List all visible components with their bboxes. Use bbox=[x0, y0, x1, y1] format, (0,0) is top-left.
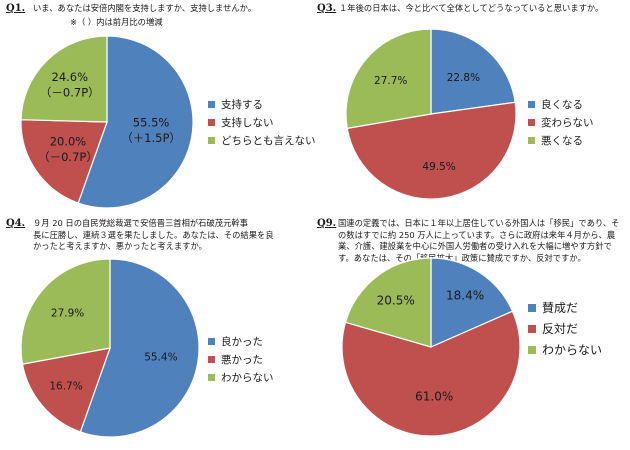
panel-q9: Q9. 国連の定義では、日本に１年以上居住している外国人は「移民」であり、そ の… bbox=[315, 215, 630, 450]
legend-item: わからない bbox=[528, 339, 602, 360]
pie-slice bbox=[20, 119, 108, 204]
legend-label: 賛成だ bbox=[542, 301, 579, 315]
question-text: １年後の日本は、今と比べて全体としてどうなっていると思いますか。 bbox=[339, 3, 629, 15]
slice-label: 55.4% bbox=[144, 352, 177, 364]
slice-label: 55.5%（＋1.5P） bbox=[121, 116, 181, 146]
pie-chart: 55.5%（＋1.5P） 20.0%（－0.7P） 24.6%（－0.7P） bbox=[20, 35, 194, 209]
question-number: Q4. bbox=[6, 218, 26, 229]
pie-slice bbox=[344, 257, 432, 348]
legend-label: 良かった bbox=[221, 335, 263, 348]
panel-q4: Q4. ９月 20 日の自民党総裁選で安倍晋三首相が石破茂元幹事 長に圧勝し、連… bbox=[0, 215, 315, 450]
legend-item: 賛成だ bbox=[528, 297, 602, 318]
legend-label: 変わらない bbox=[541, 116, 594, 129]
legend-item: 変わらない bbox=[528, 113, 594, 131]
legend-label: 支持する bbox=[221, 98, 263, 111]
legend-swatch bbox=[528, 324, 536, 333]
legend-item: どちらとも言えない bbox=[208, 131, 316, 149]
slice-change-label: （－0.7P） bbox=[38, 150, 98, 164]
legend-swatch bbox=[208, 100, 215, 108]
legend: 支持する支持しないどちらとも言えない bbox=[208, 95, 316, 149]
pie-slice bbox=[430, 257, 514, 348]
pie-slice bbox=[345, 28, 432, 130]
legend-label: わからない bbox=[221, 371, 274, 384]
legend-swatch bbox=[208, 337, 215, 345]
legend-swatch bbox=[528, 136, 535, 144]
legend-item: 良くなる bbox=[528, 95, 594, 113]
legend: 賛成だ反対だわからない bbox=[528, 297, 602, 360]
panel-q1: Q1. いま、あなたは安倍内閣を支持しますか、支持しませんか。 ※（ ）内は前月… bbox=[0, 0, 316, 215]
panel-q3: Q3. １年後の日本は、今と比べて全体としてどうなっていると思いますか。 22.… bbox=[315, 0, 630, 215]
question-number: Q3. bbox=[317, 3, 337, 14]
legend-swatch bbox=[528, 345, 536, 354]
question-number: Q9. bbox=[317, 218, 337, 229]
slice-change-label: （＋1.5P） bbox=[121, 131, 181, 145]
legend-item: 悪かった bbox=[208, 350, 274, 368]
question-line: １年後の日本は、今と比べて全体としてどうなっていると思いますか。 bbox=[339, 3, 604, 13]
slice-label: 27.9% bbox=[51, 308, 84, 320]
legend-swatch bbox=[528, 118, 535, 126]
pie-slice bbox=[341, 310, 521, 437]
note-text: ※（ ）内は前月比の増減 bbox=[70, 17, 163, 27]
pie-slice bbox=[20, 35, 108, 123]
question-line: いま、あなたは安倍内閣を支持しますか、支持しませんか。 bbox=[33, 3, 257, 13]
slice-label: 27.7% bbox=[374, 75, 407, 87]
legend-item: 良かった bbox=[208, 332, 274, 350]
legend-swatch bbox=[208, 355, 215, 363]
slice-label: 61.0% bbox=[415, 389, 453, 403]
legend-label: 反対だ bbox=[542, 322, 579, 336]
legend: 良くなる変わらない悪くなる bbox=[528, 95, 594, 149]
pie-chart: 55.4% 16.7% 27.9% bbox=[20, 258, 200, 438]
question-line: 国連の定義では、日本に１年以上居住している外国人は「移民」であり、そ bbox=[338, 218, 620, 228]
question-line: す。あなたは、その「移民拡大」政策に賛成ですか、反対ですか。 bbox=[338, 252, 586, 263]
slice-label: 20.5% bbox=[377, 294, 415, 308]
legend-item: 支持しない bbox=[208, 113, 316, 131]
question-line: 業、介護、建設業を中心に外国人労働者の受け入れを大幅に増やす方針で bbox=[338, 241, 612, 251]
question-text: いま、あなたは安倍内閣を支持しますか、支持しませんか。 bbox=[33, 3, 313, 15]
slice-change-label: （－0.7P） bbox=[40, 85, 100, 99]
legend-label: わからない bbox=[542, 343, 603, 357]
question-text: ９月 20 日の自民党総裁選で安倍晋三首相が石破茂元幹事 長に圧勝し、連続３選を… bbox=[33, 218, 313, 253]
slice-label: 24.6%（－0.7P） bbox=[40, 70, 100, 100]
slice-label: 20.0%（－0.7P） bbox=[38, 135, 98, 165]
question-line: ９月 20 日の自民党総裁選で安倍晋三首相が石破茂元幹事 bbox=[33, 218, 248, 228]
pie-chart: 22.8% 49.5% 27.7% bbox=[345, 28, 517, 200]
legend-swatch bbox=[528, 303, 536, 312]
question-line: 長に圧勝し、連続３選を果たしました。あなたは、その結果を良 bbox=[33, 229, 274, 240]
legend-item: 反対だ bbox=[528, 318, 602, 339]
question-line: かったと考えますか、悪かったと考えますか。 bbox=[33, 241, 207, 251]
legend-label: 支持しない bbox=[221, 116, 274, 129]
legend-item: 支持する bbox=[208, 95, 316, 113]
legend-label: どちらとも言えない bbox=[221, 134, 316, 147]
legend-item: 悪くなる bbox=[528, 131, 594, 149]
legend: 良かった悪かったわからない bbox=[208, 332, 274, 386]
legend-label: 良くなる bbox=[541, 98, 583, 111]
pie-slice bbox=[346, 101, 517, 200]
question-line: の数はすでに約 250 万人に上っています。さらに政府は来年４月から、農 bbox=[338, 229, 616, 240]
pie-slice bbox=[20, 258, 111, 365]
pie-slice bbox=[21, 347, 111, 433]
question-text: 国連の定義では、日本に１年以上居住している外国人は「移民」であり、そ の数はすで… bbox=[338, 218, 630, 264]
pie-slice bbox=[77, 35, 194, 209]
legend-swatch bbox=[528, 100, 535, 108]
legend-label: 悪くなる bbox=[541, 134, 583, 147]
slice-label: 49.5% bbox=[422, 161, 455, 173]
legend-label: 悪かった bbox=[221, 353, 263, 366]
legend-swatch bbox=[208, 136, 215, 144]
legend-swatch bbox=[208, 373, 215, 381]
pie-chart: 18.4% 61.0% 20.5% bbox=[341, 257, 521, 437]
legend-item: わからない bbox=[208, 368, 274, 386]
slice-label: 16.7% bbox=[49, 381, 82, 393]
slice-label: 22.8% bbox=[447, 72, 480, 84]
slice-label: 18.4% bbox=[446, 288, 484, 302]
pie-slice bbox=[430, 28, 516, 115]
question-number: Q1. bbox=[6, 3, 26, 14]
legend-swatch bbox=[208, 118, 215, 126]
